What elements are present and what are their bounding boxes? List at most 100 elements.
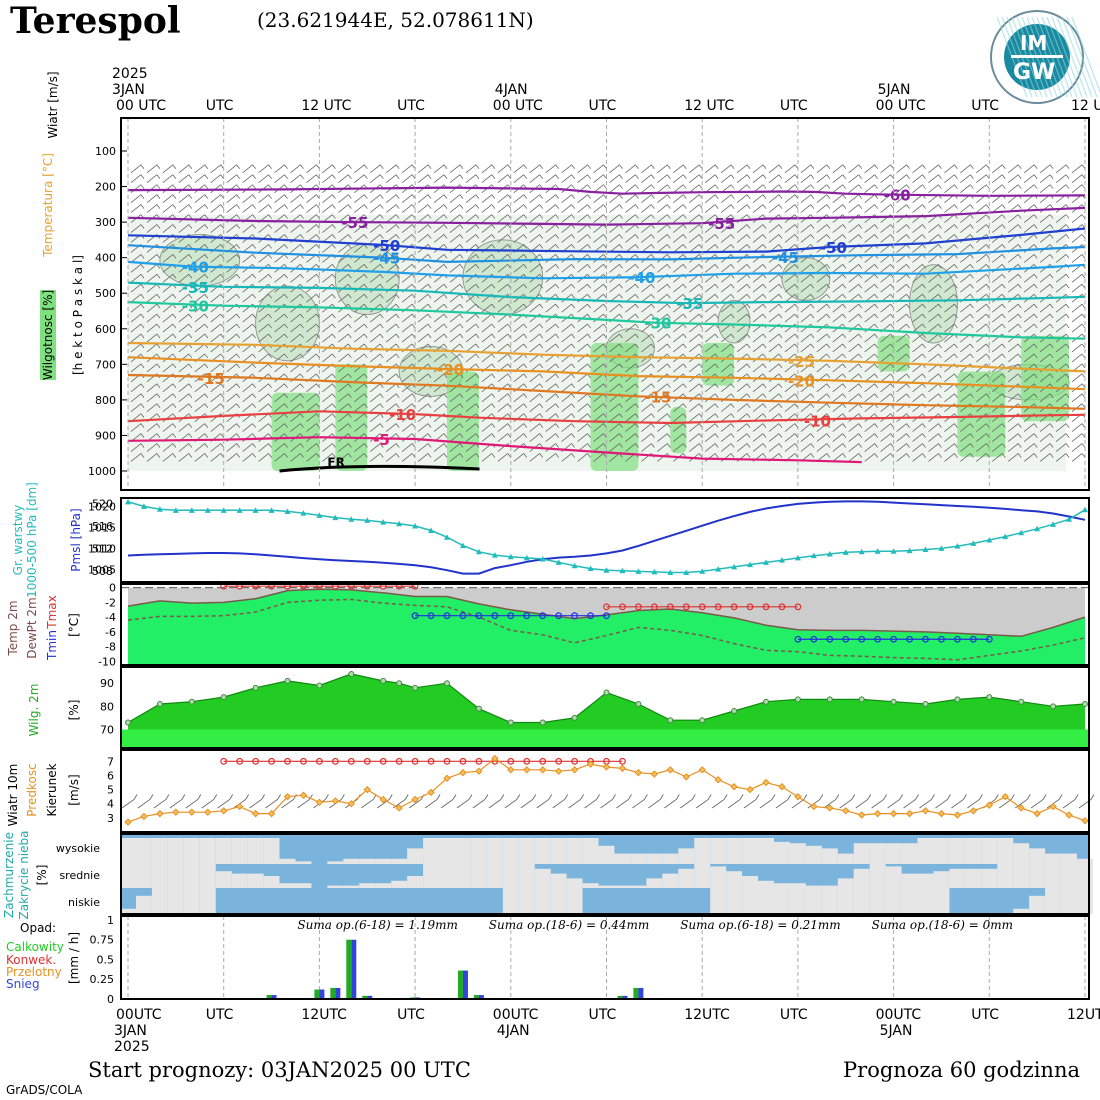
wind-barb <box>417 234 432 243</box>
speed-marker <box>889 809 898 818</box>
wind-barb <box>704 174 719 184</box>
wind-barb <box>385 164 400 174</box>
tminmax-marker <box>794 635 802 643</box>
cloud-clear-bar <box>279 883 296 888</box>
wind-barb <box>896 333 910 343</box>
precip-bar-snow <box>638 987 644 999</box>
wind-barb <box>864 363 878 373</box>
wind-barb <box>1071 303 1086 313</box>
temp-above-fill <box>128 587 1085 637</box>
wind-barb <box>992 164 1006 174</box>
wind-barb <box>704 383 719 393</box>
cloud-clear-bar <box>120 838 136 864</box>
speed-marker <box>905 809 914 818</box>
wind-barb <box>290 244 304 253</box>
cloud-clear-bar <box>917 888 934 914</box>
wind-barb <box>928 273 942 283</box>
speed-marker <box>172 808 180 816</box>
wind-barb <box>561 214 575 223</box>
cloud-clear-bar <box>391 858 408 864</box>
wind-barb <box>720 313 735 323</box>
wind-barb <box>752 234 767 243</box>
cloud-clear-bar <box>965 868 982 888</box>
wind-barb-10m <box>313 794 329 809</box>
wind-barb <box>338 333 352 343</box>
wind-barb <box>274 393 288 403</box>
wind-barb <box>322 323 336 333</box>
wind-barb <box>816 164 831 174</box>
direction-marker <box>523 757 531 765</box>
wind-barb <box>864 184 878 194</box>
wind-barb <box>497 194 512 203</box>
cloud-clear-bar <box>135 895 152 914</box>
wind-barb <box>609 433 623 442</box>
wind-barb <box>481 423 496 432</box>
wind-barb <box>322 204 336 213</box>
wind-barb <box>226 204 240 213</box>
wind-barb <box>657 443 671 452</box>
temp-2m-fill <box>128 589 1085 665</box>
wind-barb <box>928 224 942 233</box>
wind-barb <box>210 164 225 174</box>
wind-barb <box>162 293 177 303</box>
wind-barb <box>513 194 528 203</box>
wind-barb <box>242 333 256 343</box>
wind-barb <box>178 383 193 393</box>
wind-barb <box>369 323 384 333</box>
direction-marker <box>395 757 403 765</box>
speed-marker <box>491 754 499 763</box>
wind-barb <box>992 453 1006 462</box>
wind-barb <box>417 423 432 432</box>
wind-barb <box>593 204 607 213</box>
wind-barb <box>561 423 575 432</box>
wind-barb <box>194 174 209 184</box>
wind-barb <box>912 174 926 184</box>
rh-marker <box>284 677 291 684</box>
wind-barb <box>1023 313 1038 323</box>
wind-barb <box>1039 234 1054 243</box>
wind-barb <box>912 423 926 432</box>
wind-barb <box>736 333 751 343</box>
wind-barb <box>1007 393 1022 403</box>
thickness-marker <box>667 569 674 575</box>
wind-barb <box>800 194 815 203</box>
logo-stripe <box>1056 16 1088 98</box>
wind-barb-10m <box>695 794 712 809</box>
wind-barb <box>577 194 591 203</box>
wind-barb <box>385 174 400 184</box>
wind-barb <box>641 283 655 293</box>
wind-barb <box>449 373 464 383</box>
wind-barb <box>1007 373 1022 383</box>
wind-barb <box>848 393 863 403</box>
thickness-label-1: Gr. warstwy <box>11 505 25 576</box>
cloud-clear-bar <box>566 878 583 888</box>
wind-barb <box>194 293 209 303</box>
wind-barb <box>369 453 384 462</box>
wind-barb <box>673 443 687 452</box>
wind-barb <box>609 164 623 174</box>
wind-barb <box>896 443 910 452</box>
wind-barb <box>896 204 910 213</box>
wind-tick: 4 <box>107 798 114 811</box>
wind-barb <box>210 204 225 213</box>
thickness-marker <box>284 508 291 514</box>
wind-barb <box>800 174 815 184</box>
wind-barb <box>194 453 209 462</box>
speed-marker <box>1017 804 1025 812</box>
wind-barb <box>736 313 751 323</box>
wind-barb <box>1023 443 1038 452</box>
precip-bar-snow <box>462 970 468 999</box>
humidity-fill <box>670 407 687 454</box>
station-title: Terespol <box>10 0 181 42</box>
logo-stripe <box>1061 16 1093 98</box>
wind-barb-10m <box>536 794 553 809</box>
wind-barb <box>274 423 288 432</box>
wind-barb <box>768 264 783 273</box>
cloud-clear-bar <box>614 853 631 864</box>
wind-barb <box>864 224 878 233</box>
wind-barb <box>832 164 847 174</box>
cloud-clear-bar <box>726 888 743 914</box>
wind-barb <box>1007 443 1022 452</box>
wind-barb <box>338 204 352 213</box>
wind-barb <box>1071 423 1086 432</box>
